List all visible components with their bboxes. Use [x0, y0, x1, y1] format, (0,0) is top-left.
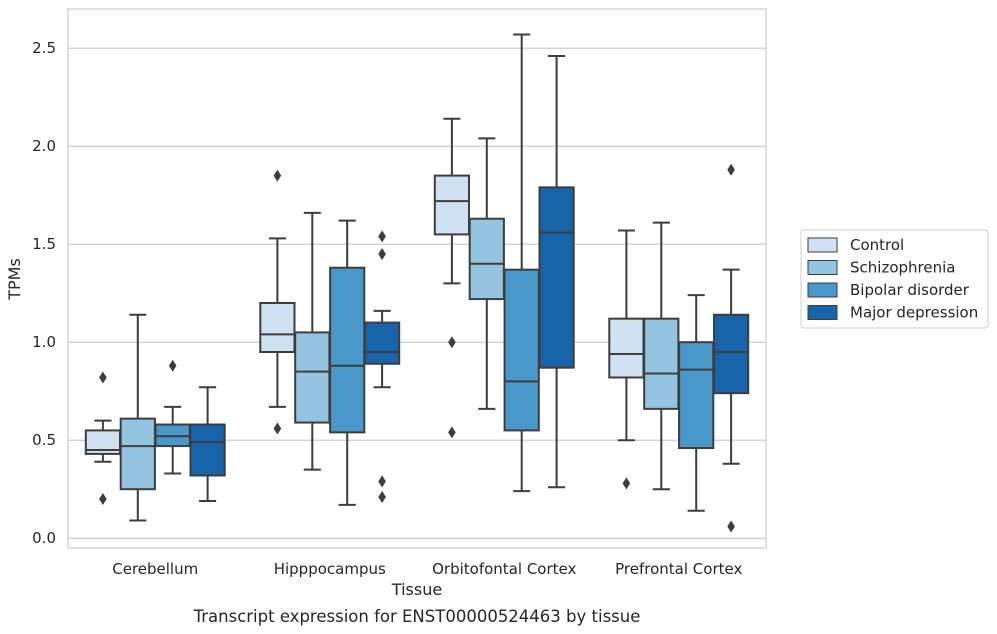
legend-swatch — [807, 237, 838, 253]
box-body — [329, 266, 366, 434]
outlier-point — [448, 336, 456, 349]
plot-area — [68, 9, 766, 548]
box-control — [433, 117, 471, 439]
box-body — [189, 423, 226, 477]
y-tick-label: 0.5 — [32, 431, 56, 449]
outlier-point — [727, 520, 735, 533]
outlier-point — [168, 359, 177, 372]
box-major-depression — [538, 55, 575, 489]
y-tick-label: 2.5 — [32, 39, 56, 57]
box-body — [608, 317, 645, 379]
x-tick-label: Prefrontal Cortex — [615, 560, 742, 578]
box-schizophrenia — [119, 313, 156, 522]
x-tick-label: Cerebellum — [112, 560, 198, 578]
y-tick-label: 2.0 — [32, 137, 56, 155]
x-tick-label: Hipppocampus — [274, 560, 386, 578]
box-body — [259, 302, 296, 353]
box-body — [433, 174, 471, 236]
box-body — [468, 217, 505, 301]
y-axis-title: TPMs — [5, 258, 24, 301]
outlier-point — [378, 491, 386, 504]
outlier-point — [378, 475, 386, 488]
legend-swatch — [807, 305, 838, 320]
box-body — [294, 331, 331, 424]
box-major-depression — [712, 163, 750, 533]
boxes — [84, 33, 750, 533]
legend-swatch — [807, 260, 838, 275]
legend-frame — [800, 229, 989, 329]
box-control — [259, 169, 296, 435]
box-body — [678, 341, 715, 450]
legend-label: Major depression — [850, 304, 978, 322]
box-body — [503, 268, 540, 432]
box-body — [643, 317, 680, 410]
box-schizophrenia — [643, 221, 680, 491]
box-schizophrenia — [294, 211, 331, 471]
box-major-depression — [363, 230, 401, 504]
box-body — [712, 313, 750, 395]
y-tick-label: 1.5 — [32, 235, 56, 253]
outlier-point — [378, 230, 386, 243]
box-control — [84, 371, 122, 505]
outlier-point — [99, 493, 107, 505]
box-bipolar-disorder — [678, 294, 715, 512]
outlier-point — [727, 163, 735, 176]
legend: Control Schizophrenia Bipolar disorder Majo… — [800, 229, 989, 329]
box-body — [538, 186, 575, 369]
y-tick-label: 1.0 — [32, 333, 56, 351]
box-bipolar-disorder — [503, 33, 540, 493]
outlier-point — [99, 371, 107, 384]
figure-caption: Transcript expression for ENST0000052446… — [193, 607, 641, 626]
box-bipolar-disorder — [154, 359, 191, 475]
outlier-point — [448, 426, 456, 439]
x-tick-labels: Cerebellum Hipppocampus Orbitofontal Corte… — [112, 560, 742, 578]
outlier-point — [622, 477, 631, 490]
box-body — [119, 417, 156, 491]
box-major-depression — [189, 386, 226, 502]
y-tick-label: 0.0 — [32, 529, 56, 547]
box-body — [363, 321, 401, 365]
legend-label: Control — [850, 236, 904, 254]
legend-label: Bipolar disorder — [850, 281, 970, 299]
x-axis-title: Tissue — [391, 580, 442, 599]
y-tick-labels: 0.0 0.5 1.0 1.5 2.0 2.5 — [32, 39, 56, 547]
box-schizophrenia — [468, 137, 505, 410]
box-bipolar-disorder — [329, 219, 366, 506]
legend-swatch — [807, 282, 838, 298]
outlier-point — [273, 422, 282, 435]
legend-label: Schizophrenia — [850, 259, 955, 277]
plot-frame — [67, 8, 767, 549]
x-tick-label: Orbitofontal Cortex — [432, 560, 576, 578]
outlier-point — [378, 248, 386, 260]
outlier-point — [273, 169, 282, 182]
